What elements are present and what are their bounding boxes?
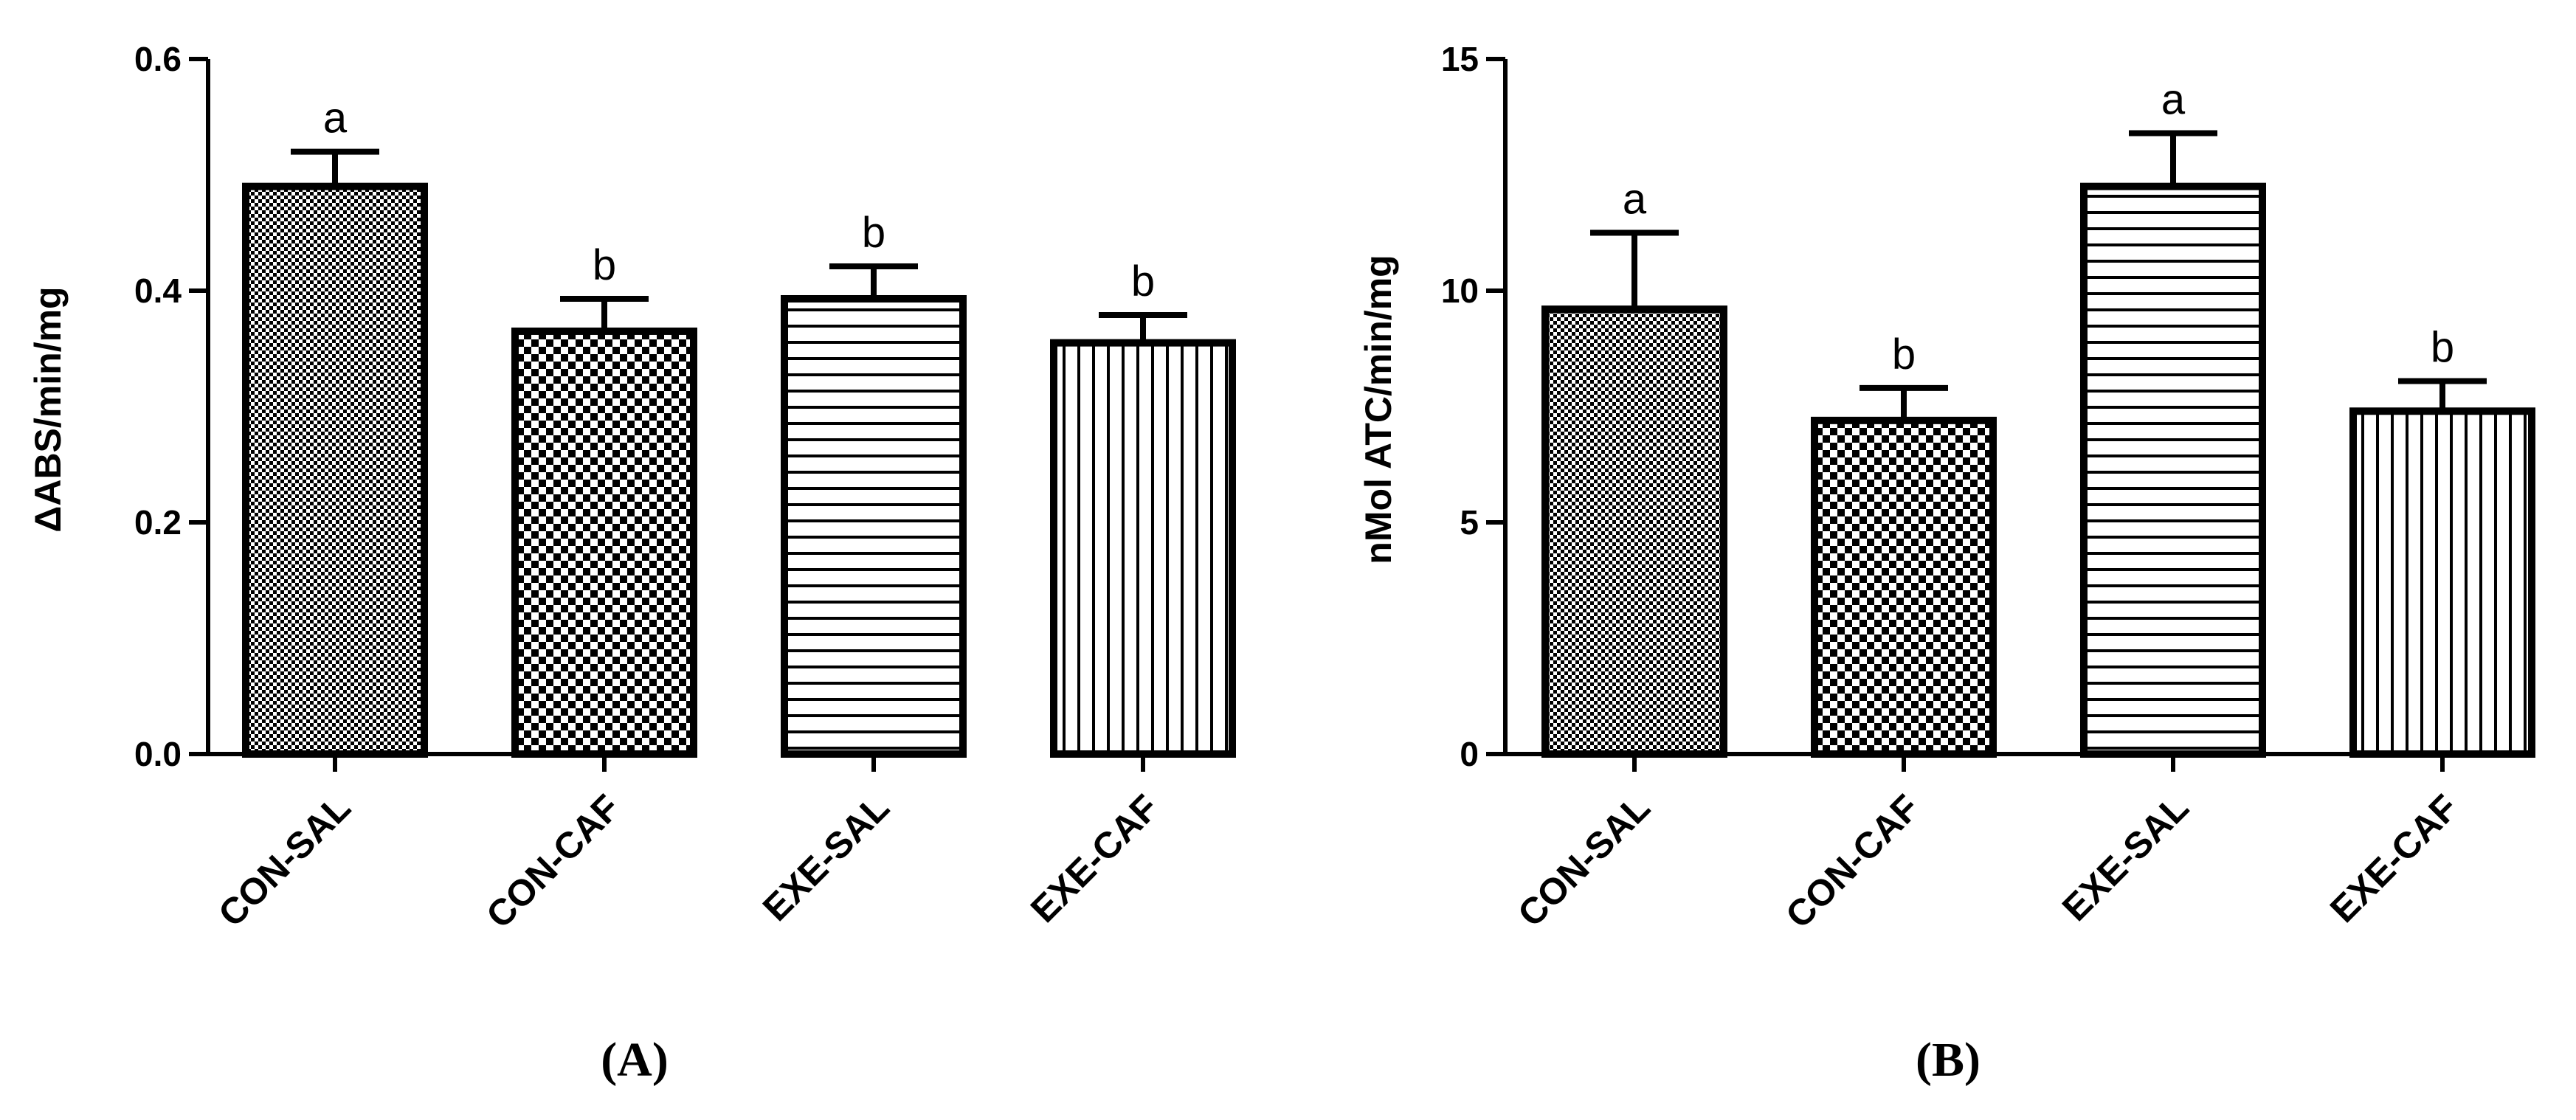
x-axis: CON-SAL CON-CAF EXE-SAL EXE-CAF [206,752,1167,936]
significance-letter: a [2161,75,2186,123]
significance-letter: b [1892,331,1916,378]
significance-letter: a [1623,176,1647,224]
y-axis: 0 5 10 15 [1441,40,1508,773]
x-tick-label: EXE-CAF [1023,787,1167,930]
y-tick-label: 15 [1441,40,1479,78]
significance-letter: b [862,209,885,257]
x-tick-label: CON-CAF [478,787,628,936]
bar-con-sal [242,182,428,758]
bar-exe-caf [2349,407,2535,758]
significance-letter: b [593,241,616,289]
bar-exe-sal [781,294,967,758]
y-axis-title: nMol ATC/min/mg [1358,255,1399,564]
x-tick-label: CON-CAF [1778,787,1927,936]
bar-con-caf [511,327,697,758]
significance-letter: b [1131,257,1155,305]
x-tick-label: EXE-SAL [755,787,897,929]
significance-letter: b [2431,323,2454,371]
bar-con-caf [1811,416,1997,758]
panel-label: (A) [601,1033,669,1087]
bars: a b b b [242,94,1236,758]
bar-exe-sal [2080,182,2266,758]
y-axis: 0.0 0.2 0.4 0.6 [134,40,210,773]
y-tick-label: 10 [1441,272,1479,310]
bar-exe-caf [1050,339,1236,758]
bars: a b a b [1541,75,2535,758]
x-tick-label: EXE-SAL [2054,787,2197,929]
x-tick-label: CON-SAL [1510,787,1658,935]
y-tick-label: 0.6 [134,40,182,78]
y-tick-label: 0 [1460,735,1479,773]
x-tick-label: CON-SAL [210,787,359,935]
bar-con-sal [1541,305,1727,758]
x-axis: CON-SAL CON-CAF EXE-SAL EXE-CAF [1503,752,2527,936]
y-tick-label: 0.0 [134,735,182,773]
y-tick-label: 5 [1460,503,1479,542]
panel-label: (B) [1916,1033,1981,1087]
y-tick-label: 0.2 [134,503,182,542]
chart-panel-b: nMol ATC/min/mg 0 5 10 15 a b a b CON-SAL CON-C… [1358,40,2535,1087]
y-axis-title: ΔABS/min/mg [27,286,69,532]
x-tick-label: EXE-CAF [2322,787,2466,930]
y-tick-label: 0.4 [134,272,182,310]
significance-letter: a [323,94,348,142]
